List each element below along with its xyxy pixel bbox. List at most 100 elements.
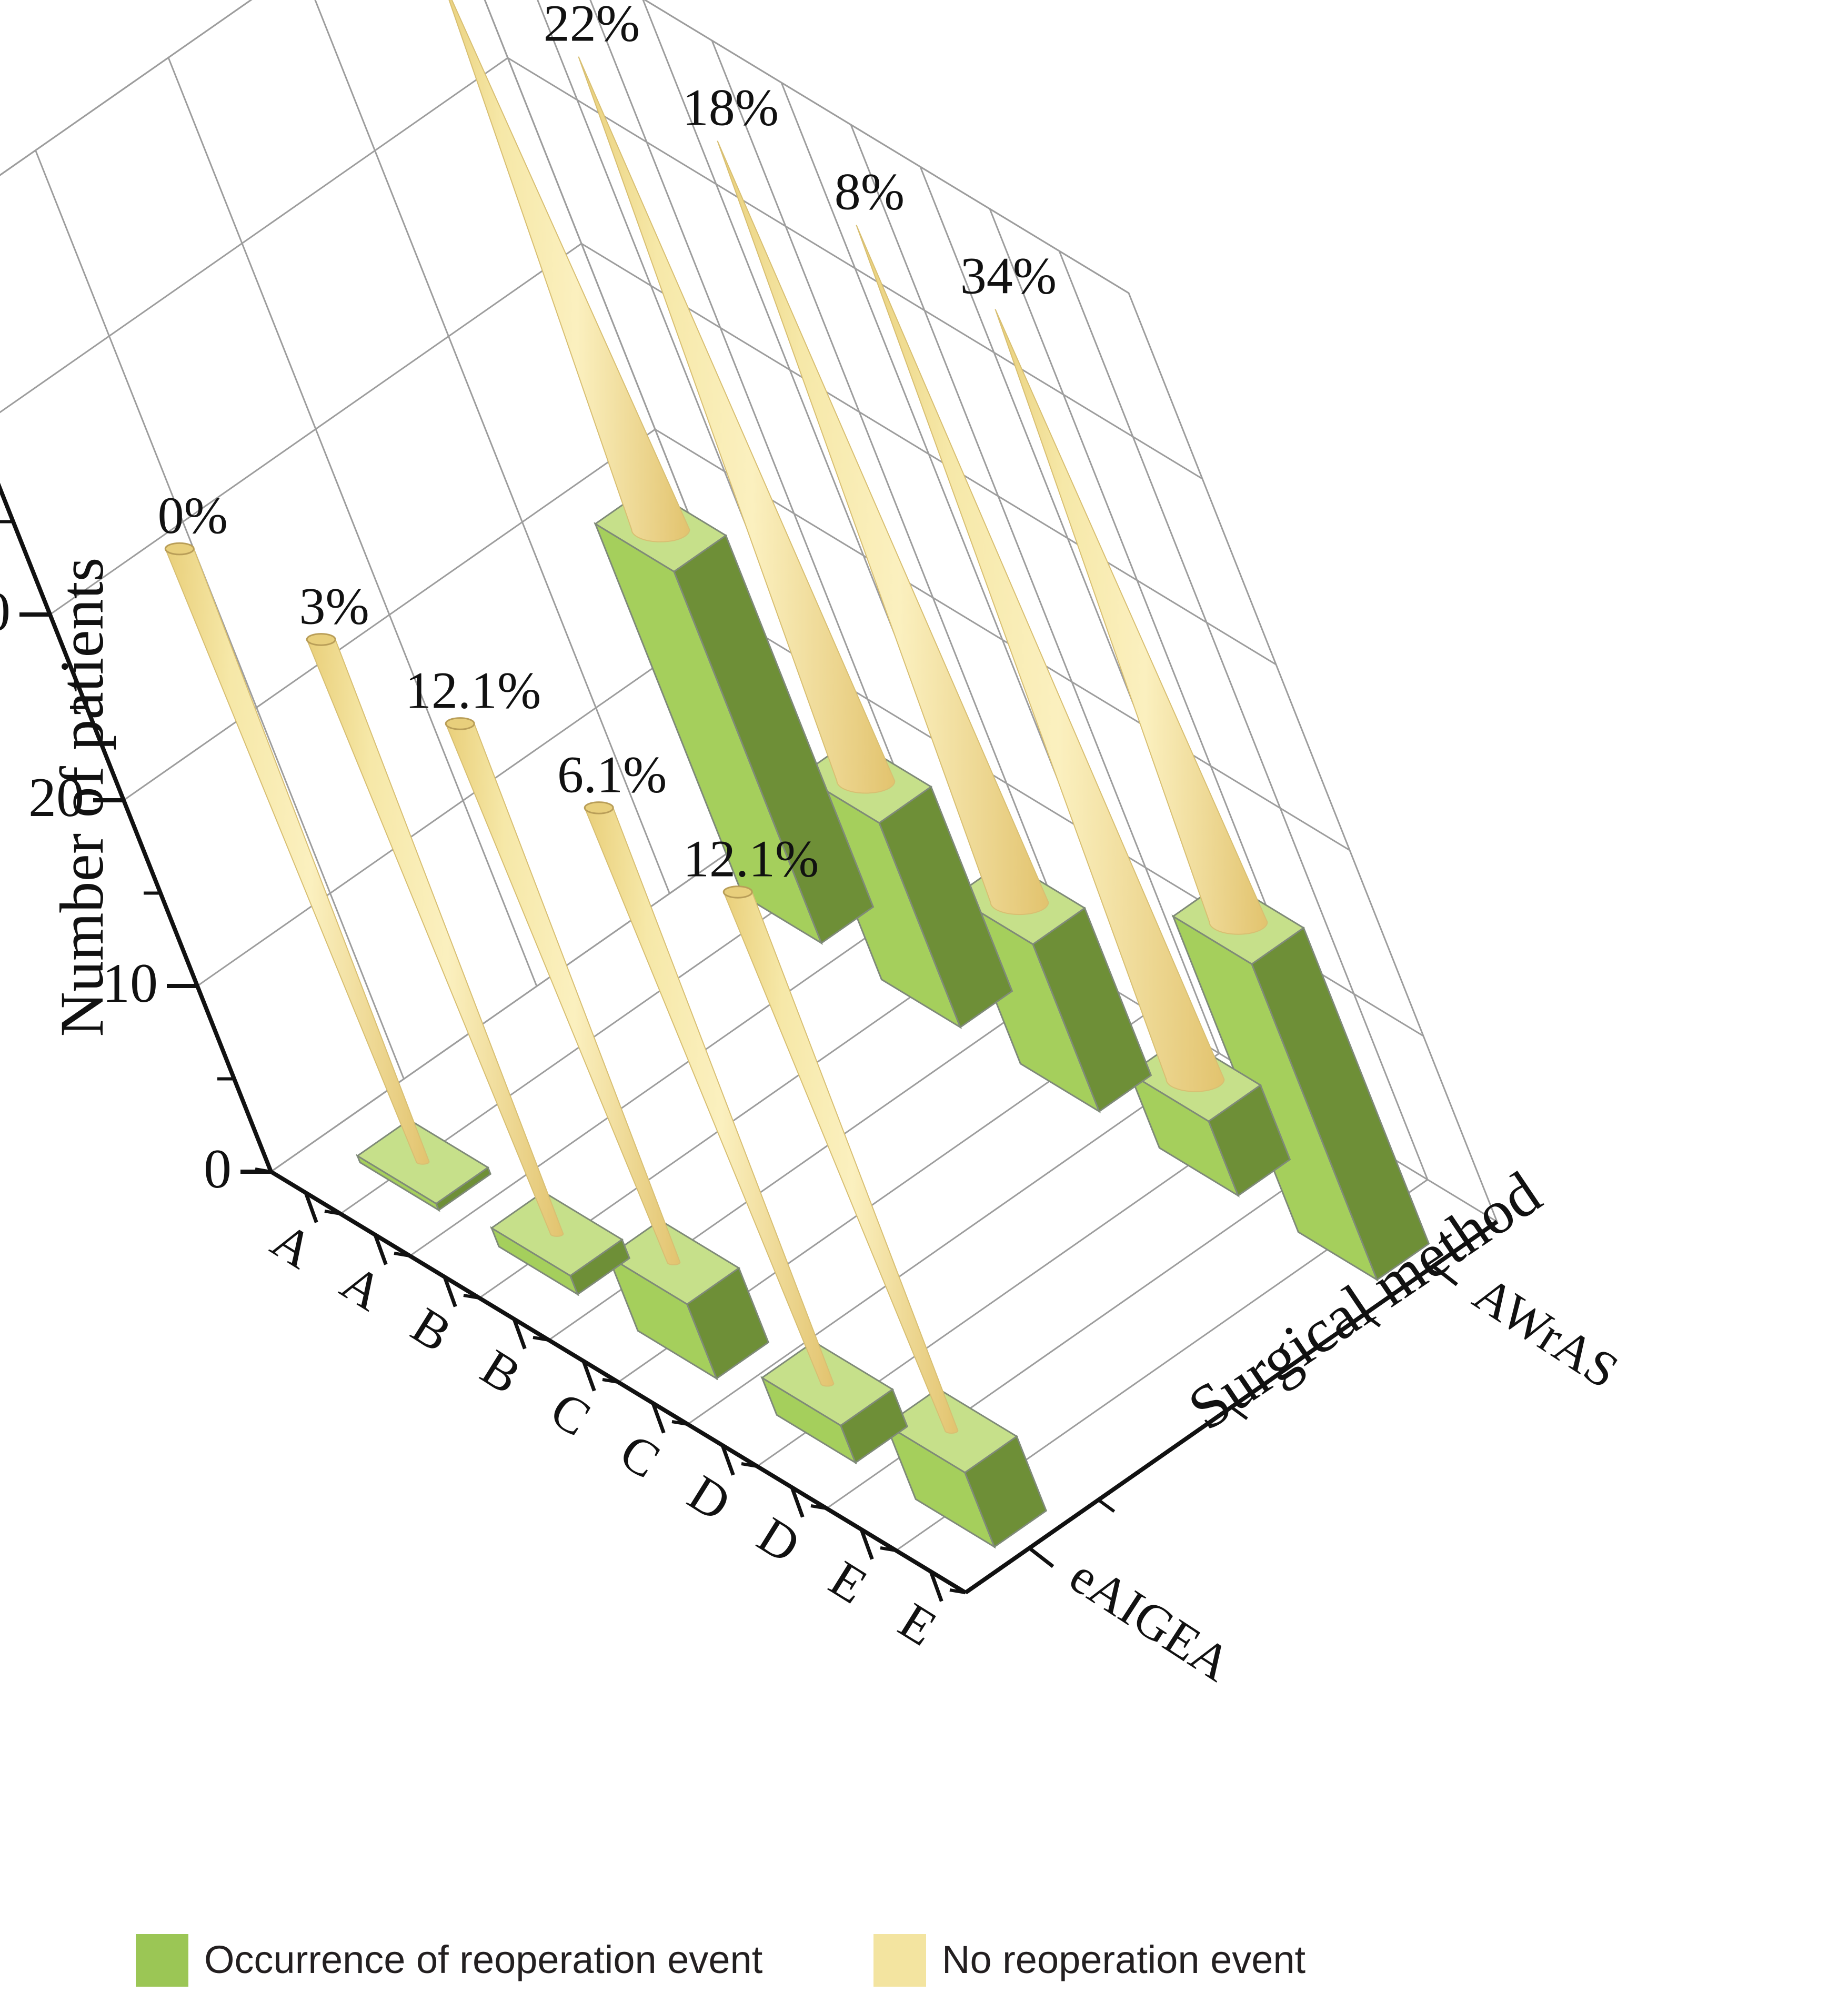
cone-eAIGEA-1 [306,633,564,1237]
z-tick-label: eAIGEA [1060,1547,1241,1692]
x-tick [651,1402,666,1434]
x-minor-tick [949,1588,966,1594]
y-tick-label: 10 [102,952,158,1014]
gridline-left-vertical [167,57,538,987]
cone-eAIGEA-2-body [445,723,681,1265]
gridline-left-wall [0,0,253,176]
x-minor-tick [741,1462,758,1468]
cone-eAIGEA-3-body [584,807,835,1387]
cone-AWrAS-0-body [448,0,690,542]
cone-eAIGEA-2-cap [445,717,475,730]
gridline-back-vertical [850,124,1220,1054]
x-tick-label: C [610,1423,670,1489]
gridline-back-vertical [711,40,1081,970]
legend-swatch-reoperation [136,1934,188,1987]
y-axis-title: Number of patients [47,558,116,1037]
x-minor-tick [463,1294,480,1300]
cone-AWrAS-4-body [995,309,1268,935]
x-tick-label: E [820,1550,877,1615]
z-tick [1028,1546,1054,1568]
cone-eAIGEA-4 [722,885,959,1434]
z-tick-label: AWrAS [1464,1265,1628,1399]
bar-eAIGEA-0 [356,1119,492,1212]
x-tick-label: E [889,1592,946,1657]
data-label: 3% [299,577,369,635]
x-tick-label: A [262,1212,323,1280]
cone-eAIGEA-2 [445,717,681,1265]
data-label: 34% [960,247,1057,305]
y-tick-label: 0 [204,1138,232,1200]
gridline-left-wall [0,57,508,414]
gridline-left-vertical [314,0,670,894]
gridline-back-vertical [1058,250,1429,1180]
cone-eAIGEA-3-cap [584,801,614,814]
x-minor-tick [324,1210,341,1215]
x-minor-tick [602,1378,619,1384]
cone-eAIGEA-1-cap [306,633,336,646]
z-minor-tick [1363,1313,1381,1327]
cone-AWrAS-2 [717,140,1049,915]
data-label: 12.1% [683,829,819,888]
legend-swatch-no-reoperation [873,1934,926,1987]
x-tick-label: D [748,1506,809,1574]
x-tick-label: A [331,1254,393,1322]
cone-AWrAS-4 [995,309,1268,935]
x-tick-label: B [471,1339,531,1405]
cone-AWrAS-3 [856,225,1225,1092]
x-tick [790,1486,805,1518]
cone-AWrAS-2-body [717,140,1049,915]
plot-marks [164,0,1430,1549]
y-tick-label: 20 [28,767,84,828]
z-tick [1432,1264,1458,1286]
z-minor-tick [1097,1498,1116,1513]
cone-eAIGEA-0 [164,542,430,1165]
y-tick-label: 30 [0,581,11,642]
x-tick-label: B [402,1297,461,1363]
x-tick [929,1571,943,1602]
data-label: 6.1% [557,745,667,803]
cone-eAIGEA-0-cap [164,542,195,556]
bar-eAIGEA-3 [760,1341,909,1465]
legend-label-no-reoperation: No reoperation event [942,1938,1306,1981]
x-tick [720,1444,735,1476]
cone-eAIGEA-4-cap [722,885,753,899]
x-tick-label: D [678,1464,740,1532]
data-label: 0% [158,486,228,545]
gridline-floor [409,884,942,1257]
x-minor-tick [880,1546,897,1552]
x-minor-tick [394,1252,410,1257]
x-tick [859,1528,874,1560]
gridline-back-vertical [589,0,942,885]
data-label: 22% [544,0,640,53]
data-label: 18% [682,78,779,137]
bar-eAIGEA-4 [885,1387,1048,1549]
data-label: 8% [835,163,905,221]
x-minor-tick [671,1420,688,1426]
axes [0,482,1499,1602]
cone-AWrAS-1-body [578,56,896,794]
bar-eAIGEA-2 [607,1219,770,1381]
cone-AWrAS-3-body [856,225,1225,1092]
cone-AWrAS-0 [448,0,690,542]
cone-eAIGEA-1-body [306,639,564,1237]
gridline-floor [687,1052,1220,1425]
data-label: 12.1% [405,661,541,719]
x-minor-tick [533,1336,549,1342]
z-minor-tick [1230,1406,1248,1420]
gridline-left-vertical [35,150,405,1080]
legend-label-reoperation: Occurrence of reoperation event [204,1938,763,1981]
x-tick [443,1276,457,1307]
cone-eAIGEA-0-body [164,548,430,1165]
x-tick [304,1192,318,1223]
cone-eAIGEA-3 [584,801,835,1387]
cone-AWrAS-1 [578,56,896,794]
x-minor-tick [810,1504,827,1510]
x-tick [373,1234,388,1265]
x-minor-tick [255,1167,272,1173]
cone-eAIGEA-4-body [722,891,959,1434]
x-tick-label: C [541,1381,600,1447]
x-tick [581,1360,596,1392]
x-tick [512,1318,527,1350]
legend: Occurrence of reoperation event No reope… [136,1931,1714,1989]
